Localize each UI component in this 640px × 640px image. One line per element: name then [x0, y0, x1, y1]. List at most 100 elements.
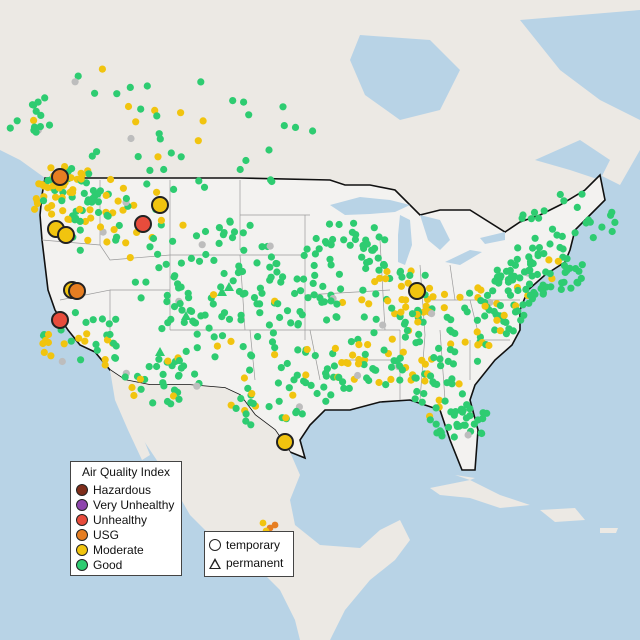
smoke-monitor-marker[interactable] — [57, 226, 75, 244]
station-dot — [293, 275, 301, 283]
station-dot — [495, 278, 503, 286]
station-dot — [105, 320, 113, 328]
station-dot — [122, 194, 130, 203]
station-dot — [490, 307, 498, 316]
station-dot — [245, 111, 253, 119]
station-dot — [589, 234, 597, 242]
station-dot — [419, 318, 427, 326]
station-dot — [109, 339, 118, 347]
station-dot — [177, 153, 185, 161]
station-dot — [269, 329, 277, 337]
station-dot — [540, 207, 548, 215]
station-dot — [500, 311, 508, 319]
station-dot — [77, 169, 85, 177]
station-dot — [535, 244, 544, 252]
smoke-monitor-marker[interactable] — [151, 196, 169, 214]
baja — [110, 370, 150, 460]
station-dot — [253, 259, 261, 267]
station-dot — [338, 298, 347, 307]
station-dot — [235, 287, 243, 296]
station-dot — [242, 417, 250, 425]
station-dot — [210, 291, 218, 299]
canada-land — [0, 0, 640, 232]
station-dot — [237, 311, 245, 319]
station-dot — [514, 286, 522, 295]
station-dot — [199, 117, 207, 125]
station-dot — [271, 344, 279, 352]
smoke-monitor-marker[interactable] — [276, 433, 294, 451]
smoke-monitor-marker[interactable] — [408, 282, 426, 300]
station-dot — [92, 340, 100, 348]
station-dot — [320, 298, 328, 306]
station-dot — [337, 285, 345, 293]
station-dot — [250, 294, 259, 302]
station-dot — [210, 333, 218, 341]
station-dot — [103, 336, 112, 344]
station-dot — [511, 261, 519, 269]
station-dot — [265, 321, 273, 329]
station-dot — [178, 306, 186, 314]
station-dot — [136, 375, 144, 383]
smoke-monitor-marker[interactable] — [134, 215, 152, 233]
station-dot — [493, 266, 501, 274]
station-dot — [94, 208, 103, 217]
station-dot — [460, 421, 468, 429]
triangle-icon — [209, 557, 221, 569]
station-dot — [303, 245, 311, 253]
station-dot — [38, 181, 46, 189]
station-dot — [77, 356, 85, 364]
station-dot — [567, 284, 575, 292]
station-dot — [234, 269, 242, 277]
station-dot — [447, 340, 455, 348]
station-dot — [401, 333, 409, 341]
smoke-monitor-marker[interactable] — [68, 282, 86, 300]
station-dot — [188, 307, 196, 315]
station-dot — [365, 300, 373, 308]
station-dot — [213, 342, 221, 350]
station-dot — [517, 316, 525, 324]
station-dot — [254, 333, 262, 341]
station-dot — [228, 234, 237, 242]
station-dot — [71, 309, 79, 317]
station-dot — [39, 339, 47, 348]
station-dot — [180, 318, 188, 326]
station-dot — [340, 236, 348, 244]
station-dot — [509, 327, 517, 335]
moderate-swatch-icon — [76, 543, 88, 556]
legend-label: Hazardous — [93, 482, 152, 497]
highlight-markers — [47, 168, 426, 451]
station-dot — [195, 177, 203, 185]
station-dot — [91, 89, 99, 97]
station-dot — [202, 250, 210, 259]
station-dot — [157, 216, 165, 224]
station-dot — [449, 360, 457, 368]
station-dot — [59, 207, 67, 215]
station-dot — [348, 228, 356, 236]
station-dot — [68, 165, 76, 173]
station-dot — [459, 406, 467, 415]
station-dot — [327, 391, 335, 399]
station-dot — [315, 245, 323, 253]
station-dot — [175, 357, 183, 365]
station-dot — [130, 201, 138, 209]
smoke-monitor-marker[interactable] — [51, 311, 69, 329]
station-dot — [474, 341, 482, 349]
station-dot — [476, 333, 484, 341]
station-dot — [462, 414, 470, 422]
station-dot — [218, 332, 227, 340]
station-dot — [370, 224, 378, 232]
station-dot — [190, 319, 198, 327]
station-dot — [276, 313, 284, 322]
station-dot — [240, 246, 248, 254]
station-dot — [463, 308, 471, 316]
station-dot — [32, 195, 40, 203]
station-dot — [287, 319, 295, 327]
smoke-monitor-marker[interactable] — [51, 168, 69, 186]
station-dot — [6, 124, 14, 132]
station-dot — [444, 423, 453, 431]
station-dot — [156, 135, 164, 143]
station-dot — [277, 278, 285, 286]
station-dot — [96, 223, 105, 231]
station-dot — [134, 153, 142, 161]
